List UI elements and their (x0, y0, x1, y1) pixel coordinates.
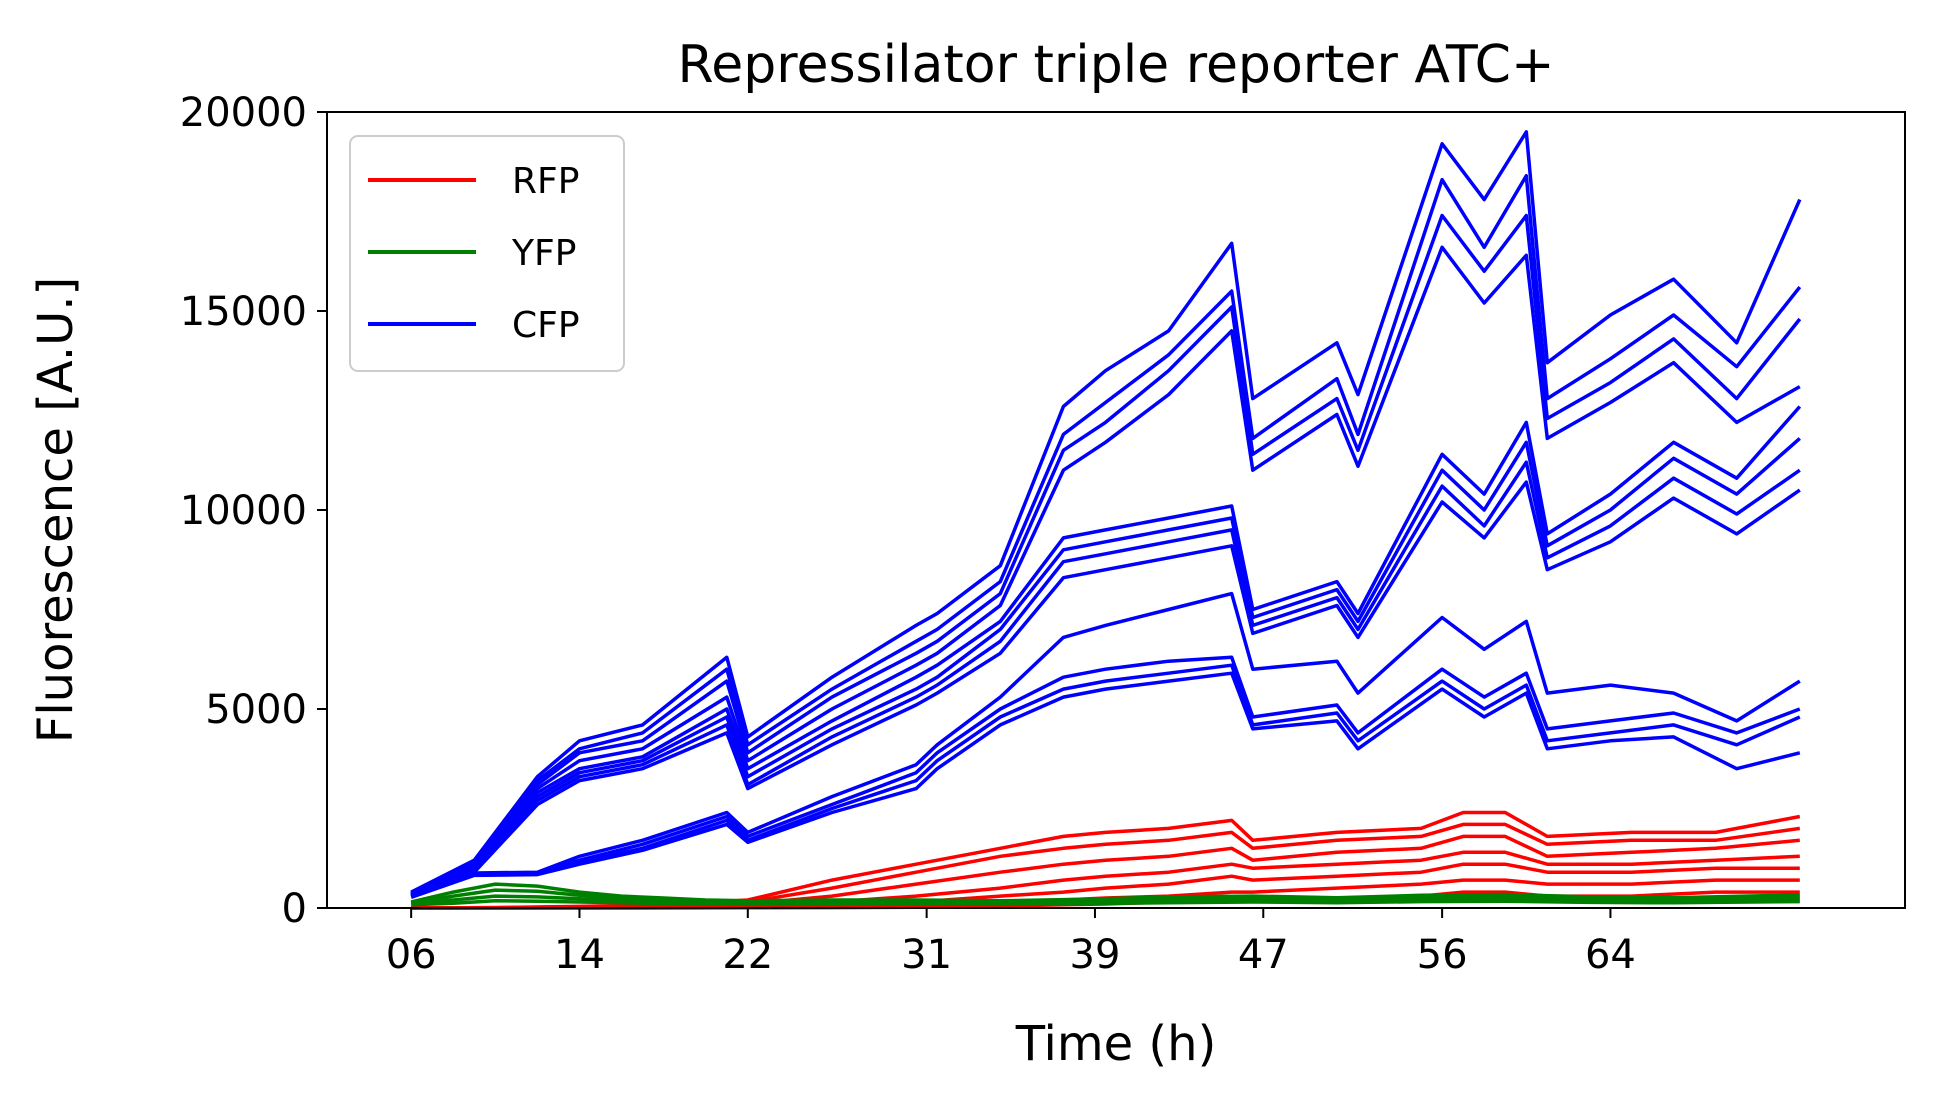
x-tick-label: 14 (554, 932, 605, 978)
x-tick-label: 47 (1238, 932, 1289, 978)
series-line-cfp-1 (410, 173, 1802, 895)
x-tick-label: 06 (386, 932, 437, 978)
series-line-cfp-5 (410, 437, 1801, 897)
series-line-cfp-6 (410, 460, 1801, 897)
x-tick-label: 22 (722, 932, 773, 978)
y-tick-label: 15000 (180, 289, 307, 335)
series-line-yfp-22 (411, 899, 1800, 907)
legend: RFP YFP CFP (349, 135, 625, 372)
series-line-cfp-8 (410, 591, 1801, 898)
ticks-layer: 06 14 22 31 39 47 56 64 0 5000 10000 15000 20000 (180, 90, 1636, 978)
y-tick-label: 10000 (180, 488, 307, 534)
x-axis-label: Time (h) (1015, 1016, 1217, 1072)
legend-label-yfp: YFP (511, 233, 576, 274)
x-tick-label: 31 (901, 932, 952, 978)
y-axis-label: Fluorescence [A.U.] (28, 277, 84, 744)
series-line-cfp-0 (410, 130, 1802, 894)
series-line-cfp-4 (410, 405, 1802, 897)
series-layer (410, 130, 1802, 910)
y-tick-label: 0 (282, 886, 307, 932)
x-tick-label: 39 (1070, 932, 1121, 978)
series-line-cfp-3 (410, 245, 1801, 896)
y-tick-label: 20000 (180, 90, 307, 136)
series-line-cfp-11 (410, 671, 1801, 899)
series-line-cfp-9 (410, 655, 1801, 899)
series-line-cfp-10 (410, 663, 1801, 899)
legend-label-cfp: CFP (512, 305, 580, 346)
series-line-cfp-2 (410, 213, 1802, 896)
series-line-cfp-7 (410, 480, 1801, 898)
legend-label-rfp: RFP (512, 161, 579, 202)
y-tick-label: 5000 (205, 687, 307, 733)
chart-title: Repressilator triple reporter ATC+ (677, 35, 1554, 95)
legend-box (349, 135, 625, 372)
x-tick-label: 56 (1417, 932, 1468, 978)
x-tick-label: 64 (1585, 932, 1636, 978)
